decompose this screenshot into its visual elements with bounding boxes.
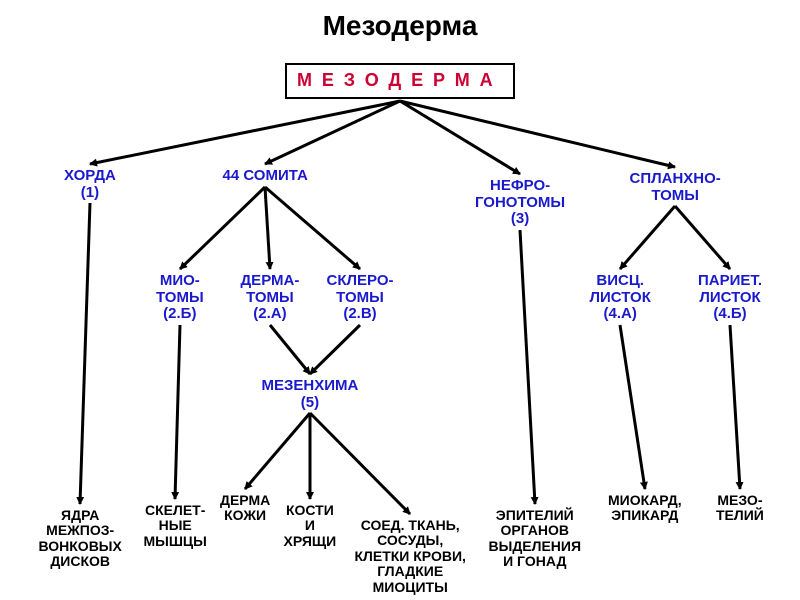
edge-somita-sklerotomy <box>265 187 360 269</box>
edge-splanhno-pariet <box>675 206 730 269</box>
edge-somita-dermatomy <box>265 187 270 269</box>
edge-splanhno-visc <box>620 206 675 269</box>
diagram-stage: МЕЗОДЕРМА ХОРДА (1) 44 СОМИТА НЕФРО- ГОНОТО… <box>10 48 790 588</box>
edge-horda-yadra <box>80 203 90 504</box>
edge-mezenhima-derma <box>245 413 310 489</box>
node-splanhno: СПЛАНХНО- ТОМЫ <box>630 171 721 204</box>
node-root: МЕЗОДЕРМА <box>285 63 515 99</box>
edge-pariet-mezotel <box>730 325 740 489</box>
node-somita: 44 СОМИТА <box>223 168 308 185</box>
edge-root-nefro <box>400 101 520 174</box>
edge-nefro-epit <box>520 230 535 504</box>
node-sklerotomy: СКЛЕРО- ТОМЫ (2.В) <box>327 273 394 323</box>
edge-visc-miokard <box>620 325 645 489</box>
node-skelet: СКЕЛЕТ- НЫЕ МЫШЦЫ <box>144 503 207 549</box>
node-miokard: МИОКАРД, ЭПИКАРД <box>608 493 682 524</box>
node-visc: ВИСЦ. ЛИСТОК (4.А) <box>590 273 651 323</box>
edge-root-horda <box>90 101 400 164</box>
node-miotomy: МИО- ТОМЫ (2.Б) <box>156 273 204 323</box>
page-title: Мезодерма <box>0 10 800 42</box>
edge-miotomy-skelet <box>175 325 180 499</box>
edge-dermatomy-mezenhima <box>270 325 310 374</box>
edge-sklerotomy-mezenhima <box>310 325 360 374</box>
edge-mezenhima-soed <box>310 413 410 514</box>
node-yadra: ЯДРА МЕЖПОЗ- ВОНКОВЫХ ДИСКОВ <box>39 508 122 570</box>
node-soed: СОЕД. ТКАНЬ, СОСУДЫ, КЛЕТКИ КРОВИ, ГЛАДК… <box>355 518 466 595</box>
node-kosti: КОСТИ И ХРЯЩИ <box>284 503 337 549</box>
edge-root-splanhno <box>400 101 675 167</box>
node-dermatomy: ДЕРМА- ТОМЫ (2.А) <box>241 273 300 323</box>
node-nefro: НЕФРО- ГОНОТОМЫ (3) <box>475 178 565 228</box>
edge-root-somita <box>265 101 400 164</box>
node-derma: ДЕРМА КОЖИ <box>220 493 270 524</box>
node-horda: ХОРДА (1) <box>64 168 116 201</box>
node-pariet: ПАРИЕТ. ЛИСТОК (4.Б) <box>698 273 762 323</box>
node-mezenhima: МЕЗЕНХИМА (5) <box>262 378 359 411</box>
node-epit: ЭПИТЕЛИЙ ОРГАНОВ ВЫДЕЛЕНИЯ И ГОНАД <box>489 508 582 570</box>
edge-somita-miotomy <box>180 187 265 269</box>
node-mezotel: МЕЗО- ТЕЛИЙ <box>716 493 764 524</box>
